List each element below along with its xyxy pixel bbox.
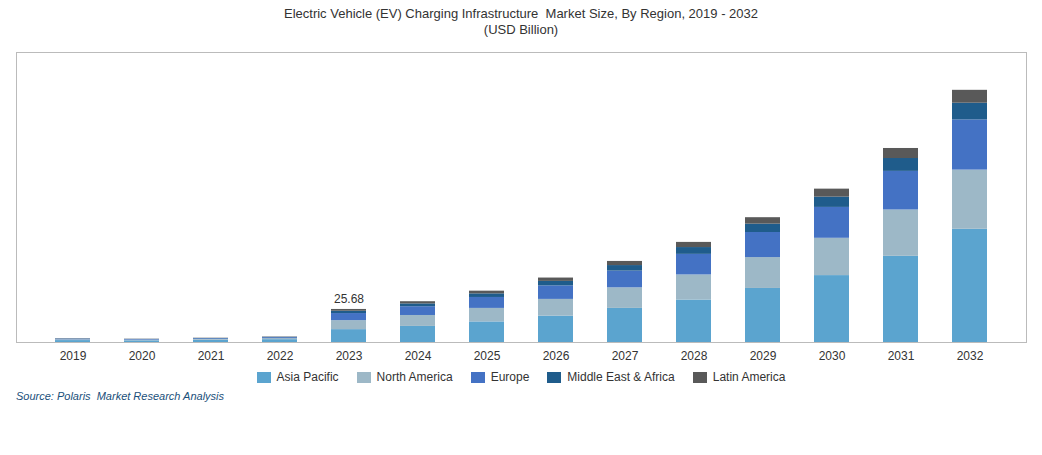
svg-text:2020: 2020 (129, 349, 156, 363)
html-text:Europe: Europe (490, 370, 530, 384)
svg-text:2032: 2032 (957, 349, 984, 363)
svg-text:2019: 2019 (60, 349, 87, 363)
html-text:Asia Pacific: Asia Pacific (276, 370, 339, 384)
svg-text:2028: 2028 (681, 349, 708, 363)
svg-text:2025: 2025 (474, 349, 501, 363)
svg-text:2021: 2021 (198, 349, 225, 363)
svg-text:2030: 2030 (819, 349, 846, 363)
svg-text:2022: 2022 (267, 349, 294, 363)
html-text:Source: Polaris Market Researc: Source: Polaris Market Research Analysis (16, 390, 225, 402)
html-text:Latin America: Latin America (712, 370, 786, 384)
html-text:(USD Billion): (USD Billion) (483, 22, 559, 37)
svg-text:2023: 2023 (336, 349, 363, 363)
svg-text:25.68: 25.68 (334, 292, 364, 306)
html-text:North America: North America (376, 370, 453, 384)
svg-text:2031: 2031 (888, 349, 915, 363)
svg-text:2026: 2026 (543, 349, 570, 363)
svg-text:2024: 2024 (405, 349, 432, 363)
svg-text:2029: 2029 (750, 349, 777, 363)
svg-text:2027: 2027 (612, 349, 639, 363)
html-text:Middle East & Africa: Middle East & Africa (567, 370, 675, 384)
html-text:Electric Vehicle (EV) Charging: Electric Vehicle (EV) Charging Infrastru… (284, 6, 758, 21)
